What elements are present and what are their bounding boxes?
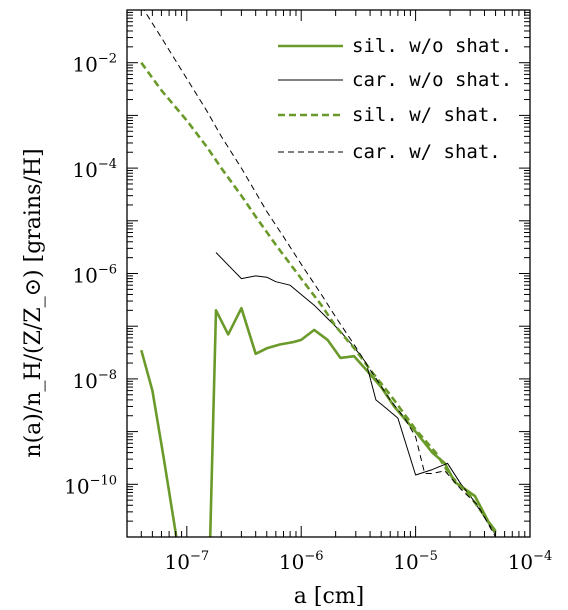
series-layer <box>140 10 497 537</box>
x-tick-label: 10−4 <box>508 549 553 574</box>
series-line-4 <box>143 10 497 537</box>
series-line-1 <box>140 306 497 537</box>
y-tick-label: 10−4 <box>72 157 117 182</box>
x-tick-label: 10−6 <box>279 549 324 574</box>
legend-label: sil. w/ shat. <box>352 104 501 126</box>
y-tick-label: 10−2 <box>72 52 117 77</box>
x-tick-label: 10−7 <box>165 549 210 574</box>
plot-frame <box>126 9 531 538</box>
legend-label: car. w/o shat. <box>352 69 512 91</box>
ticks-layer <box>126 9 531 538</box>
legend-label: sil. w/o shat. <box>352 35 512 57</box>
series-line-3 <box>140 61 497 534</box>
y-tick-label: 10−6 <box>72 263 117 288</box>
y-tick-label: 10−10 <box>64 473 117 498</box>
legend: sil. w/o shat. car. w/o shat. sil. w/ shat… <box>278 35 512 163</box>
x-tick-label: 10−5 <box>393 549 438 574</box>
y-tick-label: 10−8 <box>72 368 117 393</box>
tick-labels: 10−7 10−6 10−5 10−4 10−10 10−8 10−6 10−4 10−2 <box>64 52 552 574</box>
y-axis-title: n(a)/n_H/(Z/Z_⊙) [grains/H] <box>21 148 46 457</box>
series-line-2 <box>215 252 497 536</box>
legend-label: car. w/ shat. <box>352 141 501 163</box>
x-axis-title: a [cm] <box>294 584 364 609</box>
